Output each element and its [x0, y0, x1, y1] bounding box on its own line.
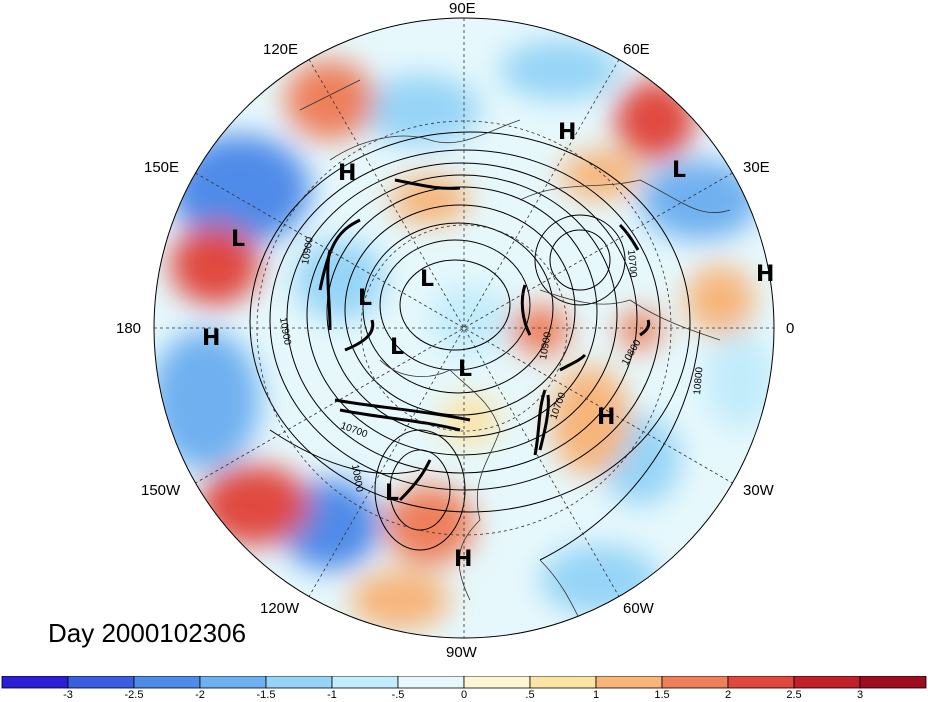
colorbar-tick-label: .5: [525, 689, 535, 701]
colorbar-tick-label: -1.5: [256, 689, 276, 701]
lon-label-120e: 120E: [263, 41, 299, 58]
colorbar-swatch: [199, 676, 267, 689]
lon-label-120w: 120W: [260, 600, 300, 617]
pressure-center-low: L: [672, 158, 686, 183]
lon-label-0: 0: [786, 320, 795, 337]
lon-label-60e: 60E: [623, 41, 650, 58]
contour-label: 10800: [349, 464, 365, 494]
colorbar-swatch: [397, 676, 465, 689]
colorbar-tick-label: -.5: [391, 689, 405, 701]
colorbar-swatch: [727, 676, 795, 689]
jet-streaks: [318, 178, 651, 502]
lon-label-150w: 150W: [141, 482, 181, 499]
colorbar-tick-label: 2: [724, 689, 732, 701]
polar-map: 10900 10700 10800 10900 10700 10700 1080…: [153, 17, 775, 639]
colorbar-swatch: [793, 676, 861, 689]
lon-label-90w: 90W: [446, 644, 477, 661]
pressure-center-low: L: [458, 357, 472, 382]
lon-label-30e: 30E: [743, 159, 770, 176]
lon-label-180: 180: [116, 320, 142, 337]
colorbar-swatch: [859, 676, 927, 689]
coastlines: [299, 79, 731, 621]
colorbar-tick-label: 1.5: [654, 689, 670, 701]
graticule: [154, 18, 774, 638]
colorbar-tick-label: 3: [856, 689, 864, 701]
colorbar-tick-label: -3: [63, 689, 73, 701]
lon-label-60w: 60W: [623, 600, 654, 617]
colorbar-swatch: [1, 676, 69, 689]
height-contours: [249, 131, 701, 561]
pressure-center-low: L: [390, 335, 404, 360]
contour-label: 10900: [300, 236, 316, 266]
colorbar-tick-label: 2.5: [786, 689, 802, 701]
pressure-center-high: H: [558, 120, 576, 145]
colorbar-swatch: [133, 676, 201, 689]
colorbar-swatch: [331, 676, 399, 689]
pressure-center-high: H: [756, 262, 774, 287]
colorbar-swatch: [265, 676, 333, 689]
map-boundary: [153, 17, 775, 639]
colorbar-swatch: [595, 676, 663, 689]
colorbar-tick-label: 1: [592, 689, 600, 701]
pressure-center-low: L: [231, 227, 245, 252]
pressure-center-high: H: [454, 547, 472, 572]
pressure-center-high: H: [597, 405, 615, 430]
pressure-centers: H H L H L H L L L L H L H: [202, 120, 774, 572]
plot-title: Day 2000102306: [48, 618, 247, 648]
colorbar-tick-label: -2.5: [124, 689, 144, 701]
contour-label: 10700: [625, 249, 638, 278]
contour-label: 10800: [692, 366, 705, 395]
pressure-center-low: L: [420, 267, 434, 292]
pressure-center-high: H: [202, 326, 220, 351]
pressure-center-low: L: [385, 481, 399, 506]
colorbar: [1, 676, 927, 689]
colorbar-swatch: [661, 676, 729, 689]
colorbar-tick-label: 0: [460, 689, 468, 701]
colorbar-tick-label: -1: [327, 689, 337, 701]
lon-label-90e: 90E: [449, 0, 476, 17]
pressure-center-low: L: [358, 286, 372, 311]
contour-label: 10900: [538, 331, 554, 361]
colorbar-swatch: [463, 676, 531, 689]
colorbar-swatch: [67, 676, 135, 689]
colorbar-tick-label: -2: [195, 689, 205, 701]
contour-label: 10900: [277, 317, 293, 347]
colorbar-swatch: [529, 676, 597, 689]
pressure-center-high: H: [338, 161, 356, 186]
lon-label-150e: 150E: [144, 159, 180, 176]
lon-label-30w: 30W: [743, 482, 774, 499]
